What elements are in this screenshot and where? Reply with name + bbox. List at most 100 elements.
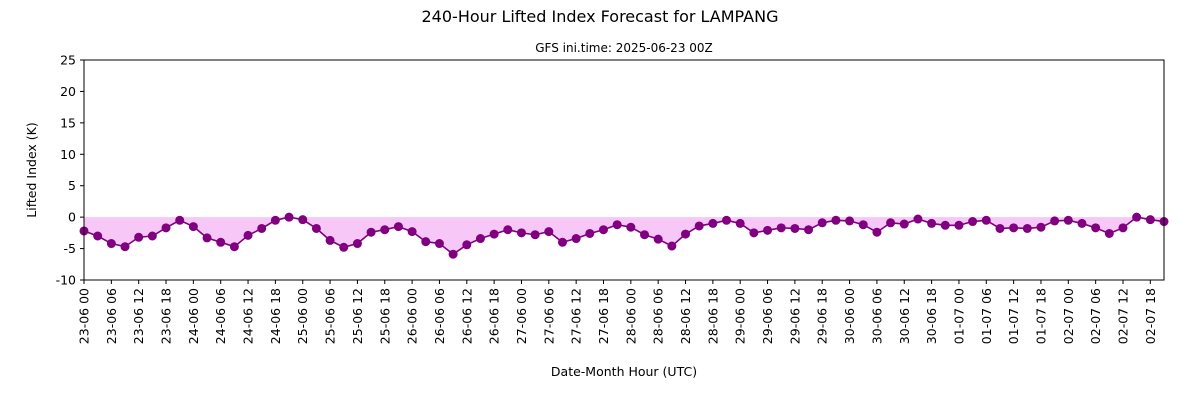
data-point xyxy=(571,234,581,244)
data-point xyxy=(1118,223,1128,233)
x-tick-label: 28-06 06 xyxy=(651,288,666,344)
x-tick-label: 24-06 00 xyxy=(186,288,201,344)
area-fill xyxy=(84,217,1164,255)
chart-title: 240-Hour Lifted Index Forecast for LAMPA… xyxy=(422,7,779,26)
data-point xyxy=(612,220,622,230)
x-tick-label: 24-06 06 xyxy=(213,288,228,344)
data-point xyxy=(393,222,403,232)
data-point xyxy=(106,239,116,249)
data-point xyxy=(722,215,732,225)
data-point xyxy=(886,218,896,228)
data-point xyxy=(1091,223,1101,233)
y-tick-label: 10 xyxy=(60,147,76,162)
x-tick-label: 02-07 06 xyxy=(1088,288,1103,344)
y-tick-label: 25 xyxy=(60,53,76,68)
data-point xyxy=(380,225,390,235)
data-point xyxy=(804,225,814,235)
data-point xyxy=(93,231,103,241)
data-point xyxy=(872,227,882,237)
data-point xyxy=(298,215,308,225)
data-point xyxy=(845,216,855,226)
data-point xyxy=(858,220,868,230)
data-point xyxy=(1063,215,1073,225)
x-axis-label: Date-Month Hour (UTC) xyxy=(551,364,697,379)
y-axis-label: Lifted Index (K) xyxy=(24,122,39,217)
x-tick-label: 23-06 06 xyxy=(104,288,119,344)
data-point xyxy=(489,229,499,239)
data-point xyxy=(134,232,144,242)
data-point xyxy=(968,217,978,227)
x-tick-label: 23-06 00 xyxy=(77,288,92,344)
x-tick-label: 27-06 06 xyxy=(541,288,556,344)
x-tick-label: 29-06 18 xyxy=(815,288,830,344)
data-point xyxy=(188,222,198,232)
data-point xyxy=(216,237,226,247)
y-tick-label: -10 xyxy=(56,273,76,288)
y-tick-label: -5 xyxy=(64,241,76,256)
data-point xyxy=(749,228,759,238)
y-tick-label: 20 xyxy=(60,84,76,99)
data-point xyxy=(516,228,526,238)
data-point xyxy=(175,215,185,225)
x-tick-label: 24-06 18 xyxy=(268,288,283,344)
data-point xyxy=(653,234,663,244)
x-tick-label: 28-06 00 xyxy=(623,288,638,344)
data-point xyxy=(243,230,253,240)
data-point xyxy=(147,231,157,241)
x-tick-label: 27-06 12 xyxy=(569,288,584,344)
data-point xyxy=(311,223,321,233)
data-point xyxy=(339,242,349,252)
data-point xyxy=(475,234,485,244)
x-tick-label: 01-07 06 xyxy=(979,288,994,344)
x-tick-label: 25-06 06 xyxy=(323,288,338,344)
data-point xyxy=(1009,223,1019,233)
x-tick-label: 23-06 18 xyxy=(159,288,174,344)
data-point xyxy=(270,215,280,225)
x-tick-label: 25-06 12 xyxy=(350,288,365,344)
data-point xyxy=(817,218,827,228)
data-point xyxy=(667,241,677,251)
data-point xyxy=(120,242,130,252)
data-point xyxy=(1050,216,1060,226)
data-point xyxy=(1132,212,1142,222)
data-point xyxy=(735,218,745,228)
data-point xyxy=(544,227,554,237)
x-tick-label: 23-06 12 xyxy=(131,288,146,344)
x-tick-label: 01-07 18 xyxy=(1033,288,1048,344)
data-point xyxy=(1145,215,1155,225)
data-point xyxy=(790,223,800,233)
data-point xyxy=(776,223,786,233)
data-point xyxy=(899,219,909,229)
x-tick-label: 25-06 00 xyxy=(295,288,310,344)
x-tick-label: 26-06 00 xyxy=(405,288,420,344)
data-point xyxy=(366,227,376,237)
x-tick-label: 28-06 18 xyxy=(705,288,720,344)
data-point xyxy=(585,228,595,238)
plot-area: -10 -5 0 5 10 15 20 25 23-06 00 23-06 06 23-06 12 2… xyxy=(56,53,1169,344)
data-point xyxy=(557,237,567,247)
data-point xyxy=(202,233,212,243)
data-point xyxy=(598,225,608,235)
data-point xyxy=(831,215,841,225)
y-tick-label: 5 xyxy=(68,178,76,193)
x-tick-label: 24-06 12 xyxy=(241,288,256,344)
x-tick-label: 30-06 12 xyxy=(897,288,912,344)
x-tick-label: 25-06 18 xyxy=(377,288,392,344)
x-tick-label: 28-06 12 xyxy=(678,288,693,344)
x-tick-label: 01-07 00 xyxy=(951,288,966,344)
data-point xyxy=(161,223,171,233)
data-point xyxy=(927,218,937,228)
data-point xyxy=(503,225,513,235)
data-point xyxy=(981,215,991,225)
data-point xyxy=(421,237,431,247)
x-tick-label: 30-06 00 xyxy=(842,288,857,344)
y-tick-label: 15 xyxy=(60,115,76,130)
data-point xyxy=(995,223,1005,233)
x-tick-label: 27-06 00 xyxy=(514,288,529,344)
data-point xyxy=(352,239,362,249)
x-tick-label: 02-07 00 xyxy=(1061,288,1076,344)
data-point xyxy=(284,212,294,222)
x-tick-label: 26-06 18 xyxy=(487,288,502,344)
data-point xyxy=(640,230,650,240)
